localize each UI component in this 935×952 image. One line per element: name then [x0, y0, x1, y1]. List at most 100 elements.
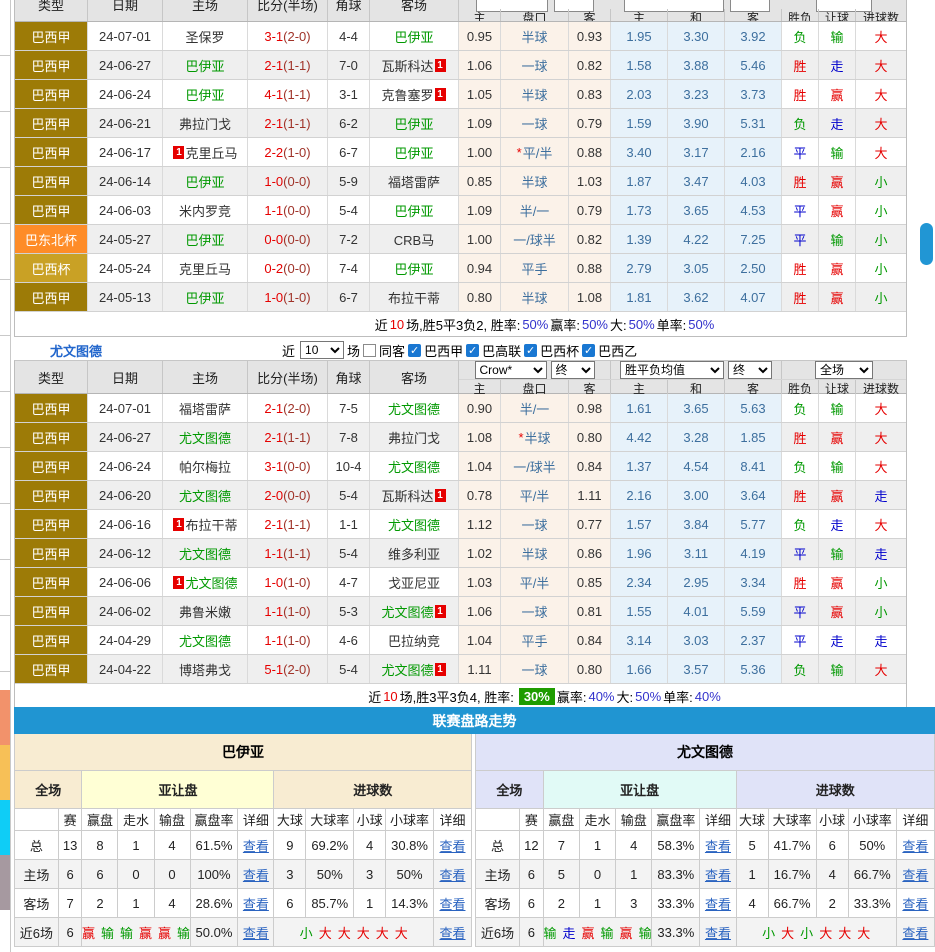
league-badge: 巴西甲	[15, 283, 88, 311]
detail-link[interactable]: 查看	[439, 867, 466, 883]
vertical-scrollbar-thumb[interactable]	[920, 223, 933, 265]
legend-strip-orange	[0, 690, 10, 745]
detail-link[interactable]: 查看	[242, 896, 269, 912]
match-date: 24-06-06	[88, 568, 163, 596]
stat-value: 1	[118, 831, 155, 859]
clipped-final2-dropdown[interactable]	[729, 0, 770, 12]
detail-link[interactable]: 查看	[439, 896, 466, 912]
col-handicap: 盘口	[501, 9, 569, 21]
bookmaker-select[interactable]: Crow*	[474, 361, 547, 379]
result-handicap: 赢	[819, 423, 856, 451]
juventude-match-table: 巴西甲 24-07-01 福塔雷萨 2-1 (2-0) 7-5 尤文图德 0.90 半/一 0.9…	[14, 394, 907, 684]
col-rowlabel	[15, 809, 59, 830]
home-team: 弗鲁米嫩	[163, 597, 248, 625]
col-away: 客场	[370, 361, 459, 393]
league-checkbox-serie-a[interactable]	[408, 343, 422, 357]
corners: 5-3	[328, 597, 370, 625]
league-badge: 巴西甲	[15, 196, 88, 224]
col-result-goals: 进球数	[862, 382, 899, 396]
clipped-scope-dropdown[interactable]	[816, 0, 872, 12]
handicap-text: 平/半	[519, 488, 550, 504]
stat-value: 6	[59, 860, 83, 888]
league-badge: 巴西甲	[15, 481, 88, 509]
sequence-item: 赢	[139, 925, 153, 941]
detail-link[interactable]: 查看	[439, 838, 466, 854]
away-team: 巴伊亚	[370, 109, 459, 137]
col-赛: 赛	[59, 809, 83, 830]
result-goals: 小	[856, 225, 906, 253]
result-goals: 大	[856, 423, 906, 451]
result-wdl: 负	[782, 109, 819, 137]
rank-badge: 1	[173, 575, 185, 589]
avg-odds-select[interactable]: 胜平负均值	[620, 361, 724, 379]
detail-link[interactable]: 查看	[704, 838, 731, 854]
goal-stat-value: 85.7%	[306, 889, 355, 917]
final-odds-select-2[interactable]: 终	[728, 361, 772, 379]
full-score: 1-0	[264, 289, 284, 305]
panel-title: 巴伊亚	[15, 734, 471, 770]
detail-link[interactable]: 查看	[242, 925, 269, 941]
handicap-text: 一/球半	[513, 232, 556, 248]
corners: 6-7	[328, 138, 370, 166]
league-label-gaucho: 巴高联	[482, 343, 522, 359]
clipped-final-dropdown[interactable]	[554, 0, 594, 12]
away-team: 克鲁塞罗 1	[370, 80, 459, 108]
home-team: 尤文图德	[163, 481, 248, 509]
odds-lose: 2.16	[725, 138, 782, 166]
result-goals: 大	[856, 452, 906, 480]
detail-link[interactable]: 查看	[902, 896, 929, 912]
result-wdl: 胜	[782, 481, 819, 509]
label-over: 大:	[610, 317, 627, 333]
detail-link[interactable]: 查看	[902, 867, 929, 883]
row-label: 近6场	[476, 918, 520, 946]
league-checkbox-cup[interactable]	[524, 343, 538, 357]
handicap-line: 一球	[501, 597, 569, 625]
league-badge: 巴东北杯	[15, 225, 88, 253]
sequence-item: 走	[562, 925, 576, 941]
result-handicap: 输	[819, 22, 856, 50]
clipped-avg-dropdown[interactable]	[623, 0, 724, 12]
detail-link[interactable]: 查看	[439, 925, 466, 941]
away-team: 戈亚尼亚	[370, 568, 459, 596]
sequence-item: 大	[394, 925, 408, 941]
odds-draw: 4.54	[668, 452, 725, 480]
team-name-link[interactable]: 尤文图德	[50, 343, 103, 359]
odds-win: 1.66	[611, 655, 668, 683]
result-goals: 走	[856, 481, 906, 509]
detail-link[interactable]: 查看	[704, 867, 731, 883]
stat-value: 13	[59, 831, 83, 859]
detail-link[interactable]: 查看	[704, 925, 731, 941]
col-date: 日期	[88, 361, 163, 393]
stat-value: 8	[82, 831, 119, 859]
match-date: 24-06-20	[88, 481, 163, 509]
goal-stat-value: 33.3%	[849, 889, 897, 917]
recent-count-select[interactable]: 10	[300, 341, 345, 359]
odds-dropdown-row: Crow* 终 胜平负均值 终 全场	[459, 361, 906, 379]
league-checkbox-serie-b[interactable]	[582, 343, 596, 357]
legend-strip-gold	[0, 745, 10, 800]
detail-link[interactable]: 查看	[242, 838, 269, 854]
odds-subheader: 主 盘口 客 主 和 客 胜负 让球 进球数	[459, 379, 906, 397]
home-team: 米内罗竞	[163, 196, 248, 224]
stub-group-scope	[782, 0, 906, 12]
detail-link-cell: 查看	[897, 860, 934, 888]
detail-link[interactable]: 查看	[242, 867, 269, 883]
sequence-item: 赢	[581, 925, 595, 941]
result-wdl: 平	[782, 626, 819, 654]
detail-link[interactable]: 查看	[902, 838, 929, 854]
league-checkbox-gaucho[interactable]	[466, 343, 480, 357]
league-badge: 巴西甲	[15, 423, 88, 451]
clipped-bookmaker-dropdown[interactable]	[476, 0, 548, 12]
stat-value: 0	[118, 860, 155, 888]
scope-select[interactable]: 全场	[815, 361, 873, 379]
detail-link[interactable]: 查看	[704, 896, 731, 912]
detail-link[interactable]: 查看	[902, 925, 929, 941]
odds-lose: 2.37	[725, 626, 782, 654]
same-opponent-checkbox[interactable]	[363, 343, 377, 357]
final-odds-select[interactable]: 终	[550, 361, 595, 379]
team-name: 戈亚尼亚	[387, 575, 440, 591]
star-mark: *	[518, 429, 524, 445]
half-score: (1-0)	[283, 144, 311, 160]
col-type: 类型	[37, 0, 64, 13]
rank-badge: 1	[434, 87, 446, 101]
